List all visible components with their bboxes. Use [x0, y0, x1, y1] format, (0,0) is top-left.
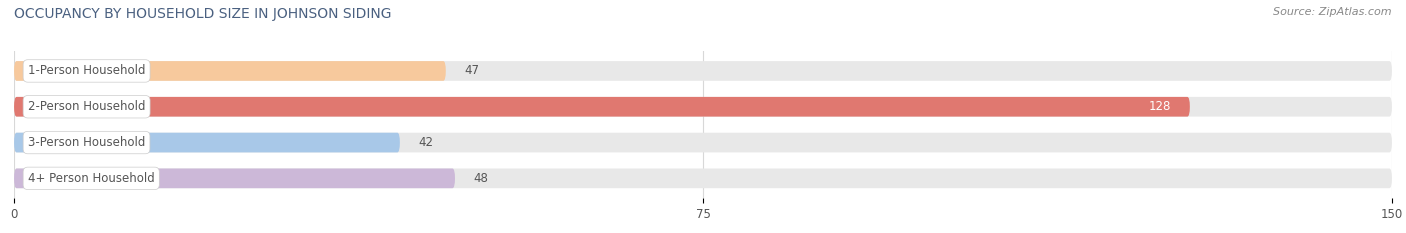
- Text: OCCUPANCY BY HOUSEHOLD SIZE IN JOHNSON SIDING: OCCUPANCY BY HOUSEHOLD SIZE IN JOHNSON S…: [14, 7, 391, 21]
- FancyBboxPatch shape: [14, 97, 1189, 116]
- FancyBboxPatch shape: [14, 133, 399, 152]
- FancyBboxPatch shape: [14, 133, 1392, 152]
- Text: 47: 47: [464, 65, 479, 77]
- FancyBboxPatch shape: [14, 97, 1392, 116]
- FancyBboxPatch shape: [14, 168, 1392, 188]
- Text: 128: 128: [1149, 100, 1171, 113]
- FancyBboxPatch shape: [14, 61, 446, 81]
- Text: 48: 48: [474, 172, 488, 185]
- Text: 2-Person Household: 2-Person Household: [28, 100, 145, 113]
- Text: 42: 42: [418, 136, 433, 149]
- FancyBboxPatch shape: [14, 61, 1392, 81]
- FancyBboxPatch shape: [14, 168, 456, 188]
- Text: 1-Person Household: 1-Person Household: [28, 65, 145, 77]
- Text: 3-Person Household: 3-Person Household: [28, 136, 145, 149]
- Text: Source: ZipAtlas.com: Source: ZipAtlas.com: [1274, 7, 1392, 17]
- Text: 4+ Person Household: 4+ Person Household: [28, 172, 155, 185]
